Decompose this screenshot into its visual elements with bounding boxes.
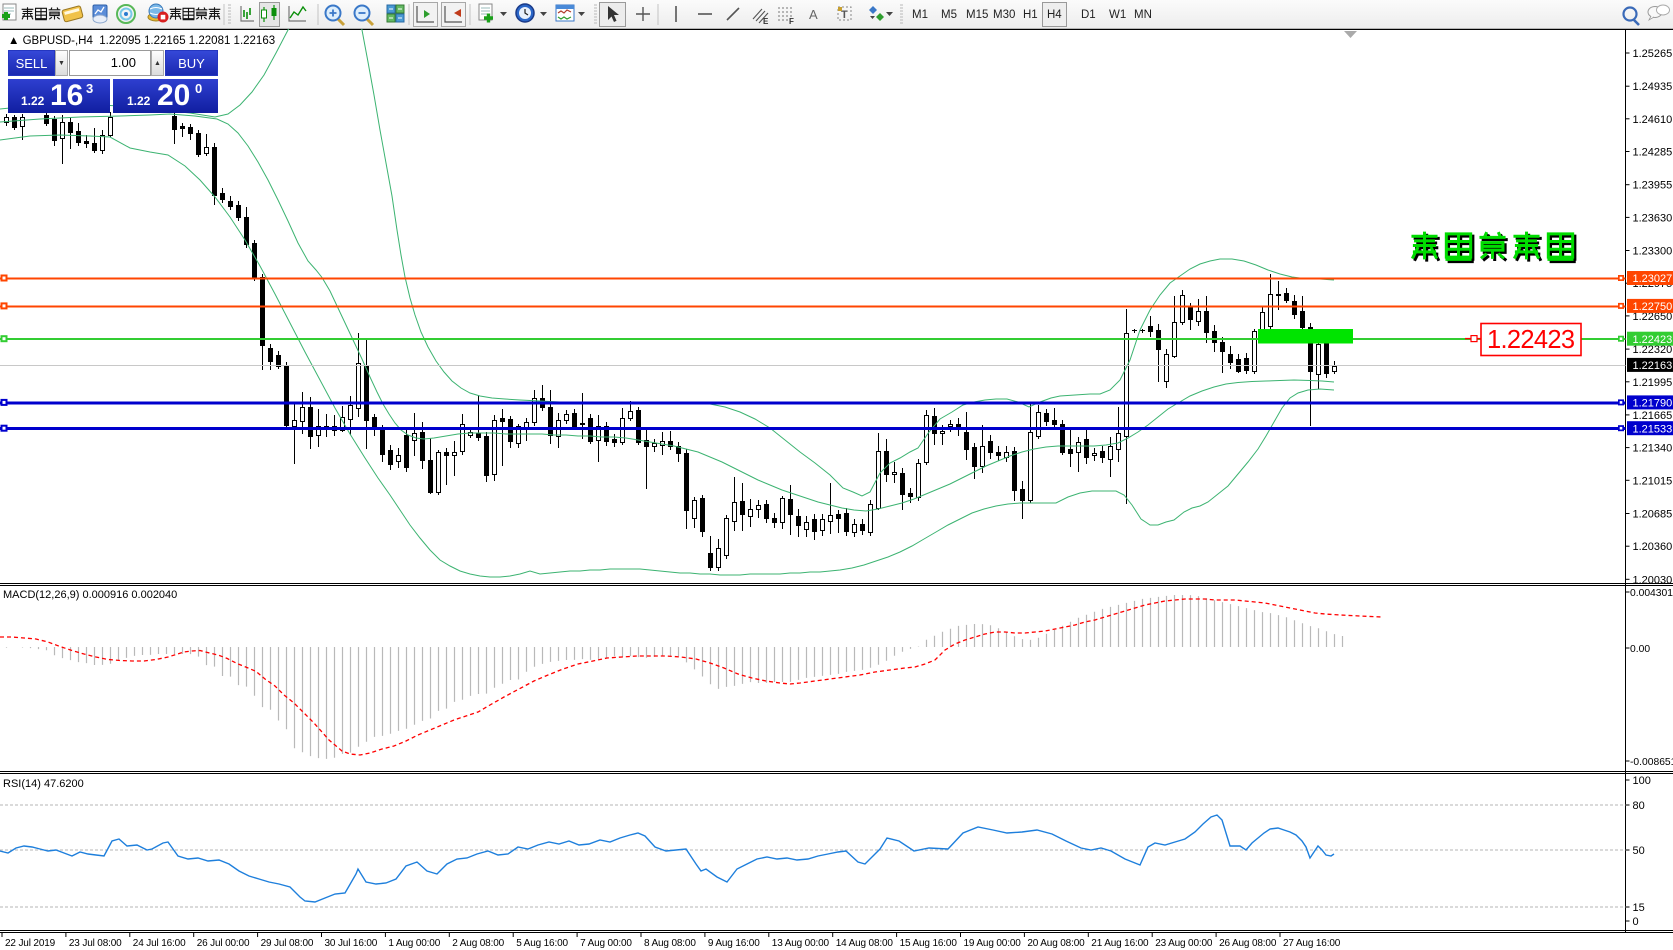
svg-text:15 Aug 16:00: 15 Aug 16:00 — [900, 938, 958, 949]
svg-text:0: 0 — [1633, 916, 1639, 928]
svg-text:1.22163: 1.22163 — [1633, 360, 1673, 372]
svg-text:24 Jul 16:00: 24 Jul 16:00 — [133, 938, 186, 949]
svg-text:T: T — [841, 9, 848, 21]
svg-text:1.23955: 1.23955 — [1633, 180, 1673, 192]
svg-text:1.21340: 1.21340 — [1633, 443, 1673, 455]
svg-text:23 Jul 08:00: 23 Jul 08:00 — [69, 938, 122, 949]
svg-text:2 Aug 08:00: 2 Aug 08:00 — [452, 938, 504, 949]
svg-text:M15: M15 — [966, 9, 988, 21]
svg-text:21 Aug 16:00: 21 Aug 16:00 — [1091, 938, 1149, 949]
svg-text:26 Jul 00:00: 26 Jul 00:00 — [197, 938, 250, 949]
svg-text:27 Aug 16:00: 27 Aug 16:00 — [1283, 938, 1341, 949]
svg-text:W1: W1 — [1109, 9, 1126, 21]
svg-text:RSI(14) 47.6200: RSI(14) 47.6200 — [3, 778, 84, 790]
svg-text:0.004301: 0.004301 — [1630, 588, 1673, 599]
svg-text:0.00: 0.00 — [1630, 644, 1650, 655]
svg-text:M30: M30 — [993, 9, 1015, 21]
svg-text:50: 50 — [1633, 845, 1645, 857]
svg-text:1.21790: 1.21790 — [1633, 398, 1673, 410]
svg-text:1.22320: 1.22320 — [1633, 344, 1673, 356]
svg-text:1.24610: 1.24610 — [1633, 114, 1673, 126]
svg-text:5 Aug 16:00: 5 Aug 16:00 — [516, 938, 568, 949]
svg-text:F: F — [789, 17, 794, 26]
svg-text:MACD(12,26,9) 0.000916 0.00204: MACD(12,26,9) 0.000916 0.002040 — [3, 589, 177, 601]
svg-text:1.23300: 1.23300 — [1633, 246, 1673, 258]
svg-text:1.21533: 1.21533 — [1633, 423, 1673, 435]
svg-text:30 Jul 16:00: 30 Jul 16:00 — [325, 938, 378, 949]
svg-text:1.23027: 1.23027 — [1633, 273, 1673, 285]
svg-text:H4: H4 — [1047, 9, 1062, 21]
svg-text:100: 100 — [1633, 775, 1651, 787]
svg-text:1.22423: 1.22423 — [1633, 334, 1673, 346]
svg-text:26 Aug 08:00: 26 Aug 08:00 — [1219, 938, 1277, 949]
svg-text:1.22750: 1.22750 — [1633, 301, 1673, 313]
svg-text:H1: H1 — [1023, 9, 1038, 21]
svg-text:1.20360: 1.20360 — [1633, 541, 1673, 553]
svg-text:A: A — [809, 7, 818, 22]
svg-text:MN: MN — [1134, 9, 1152, 21]
svg-text:20 Aug 08:00: 20 Aug 08:00 — [1027, 938, 1085, 949]
svg-text:1.22423: 1.22423 — [1487, 326, 1575, 354]
svg-text:23 Aug 00:00: 23 Aug 00:00 — [1155, 938, 1213, 949]
svg-text:1.25265: 1.25265 — [1633, 48, 1673, 60]
svg-text:-0.008651: -0.008651 — [1630, 757, 1673, 768]
svg-text:1.21015: 1.21015 — [1633, 475, 1673, 487]
svg-text:7 Aug 00:00: 7 Aug 00:00 — [580, 938, 632, 949]
svg-text:1.22650: 1.22650 — [1633, 311, 1673, 323]
svg-text:19 Aug 00:00: 19 Aug 00:00 — [964, 938, 1022, 949]
svg-text:22 Jul 2019: 22 Jul 2019 — [5, 938, 56, 949]
svg-text:29 Jul 08:00: 29 Jul 08:00 — [261, 938, 314, 949]
svg-text:D1: D1 — [1081, 9, 1096, 21]
svg-text:8 Aug 08:00: 8 Aug 08:00 — [644, 938, 696, 949]
svg-text:1 Aug 00:00: 1 Aug 00:00 — [388, 938, 440, 949]
svg-text:M1: M1 — [912, 9, 928, 21]
svg-text:M5: M5 — [941, 9, 957, 21]
svg-text:14 Aug 08:00: 14 Aug 08:00 — [836, 938, 894, 949]
svg-text:1.21995: 1.21995 — [1633, 377, 1673, 389]
svg-text:1.21665: 1.21665 — [1633, 410, 1673, 422]
svg-text:13 Aug 00:00: 13 Aug 00:00 — [772, 938, 830, 949]
svg-text:1.24285: 1.24285 — [1633, 147, 1673, 159]
svg-text:1.20685: 1.20685 — [1633, 509, 1673, 521]
svg-text:1.20030: 1.20030 — [1633, 574, 1673, 586]
svg-text:15: 15 — [1633, 902, 1645, 914]
svg-text:80: 80 — [1633, 800, 1645, 812]
svg-text:9 Aug 16:00: 9 Aug 16:00 — [708, 938, 760, 949]
svg-text:1.23630: 1.23630 — [1633, 212, 1673, 224]
svg-text:1.24935: 1.24935 — [1633, 81, 1673, 93]
svg-text:E: E — [763, 17, 769, 26]
